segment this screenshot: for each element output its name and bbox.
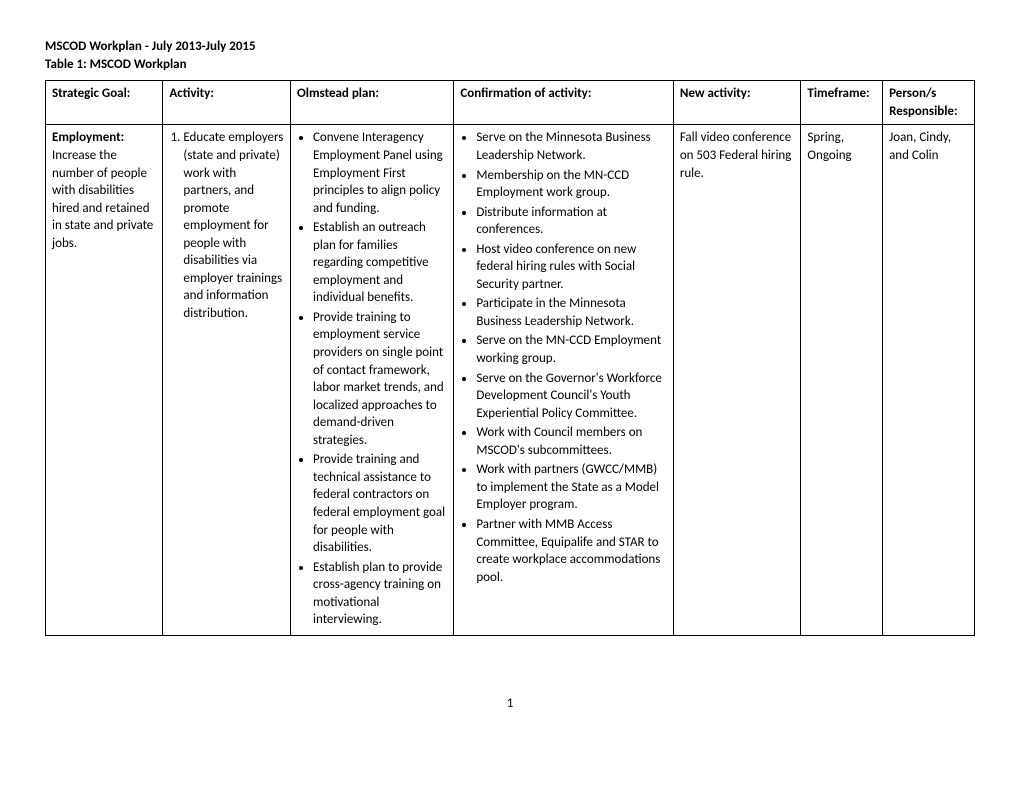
list-item: Host video conference on new federal hir… <box>476 241 666 294</box>
list-item: Establish plan to provide cross-agency t… <box>313 559 447 629</box>
title-line-1: MSCOD Workplan - July 2013-July 2015 <box>45 38 975 56</box>
table-row: Employment: Increase the number of peopl… <box>46 125 975 635</box>
activity-item: Educate employers (state and private) wo… <box>183 129 284 322</box>
list-item: Serve on the MN-CCD Employment working g… <box>476 332 666 367</box>
header-olmstead: Olmstead plan: <box>291 81 454 125</box>
table-header-row: Strategic Goal: Activity: Olmstead plan:… <box>46 81 975 125</box>
list-item: Provide training to employment service p… <box>313 309 447 449</box>
list-item: Membership on the MN-CCD Employment work… <box>476 167 666 202</box>
goal-label: Employment: <box>52 130 124 145</box>
list-item: Serve on the Governor's Workforce Develo… <box>476 370 666 423</box>
header-responsible: Person/s Responsible: <box>883 81 975 125</box>
confirmation-list: Serve on the Minnesota Business Leadersh… <box>460 129 666 586</box>
header-strategic-goal: Strategic Goal: <box>46 81 163 125</box>
list-item: Serve on the Minnesota Business Leadersh… <box>476 129 666 164</box>
list-item: Partner with MMB Access Committee, Equip… <box>476 516 666 586</box>
cell-olmstead: Convene Interagency Employment Panel usi… <box>291 125 454 635</box>
header-confirmation: Confirmation of activity: <box>454 81 673 125</box>
cell-responsible: Joan, Cindy, and Colin <box>883 125 975 635</box>
olmstead-list: Convene Interagency Employment Panel usi… <box>297 129 447 628</box>
document-title: MSCOD Workplan - July 2013-July 2015 Tab… <box>45 38 975 74</box>
page-number: 1 <box>45 696 975 711</box>
cell-strategic-goal: Employment: Increase the number of peopl… <box>46 125 163 635</box>
goal-text: Increase the number of people with disab… <box>52 148 153 251</box>
cell-confirmation: Serve on the Minnesota Business Leadersh… <box>454 125 673 635</box>
activity-list: Educate employers (state and private) wo… <box>169 129 284 322</box>
title-line-2: Table 1: MSCOD Workplan <box>45 56 975 74</box>
list-item: Distribute information at conferences. <box>476 204 666 239</box>
list-item: Work with partners (GWCC/MMB) to impleme… <box>476 461 666 514</box>
header-activity: Activity: <box>163 81 291 125</box>
header-new-activity: New activity: <box>673 81 801 125</box>
cell-new-activity: Fall video conference on 503 Federal hir… <box>673 125 801 635</box>
list-item: Participate in the Minnesota Business Le… <box>476 295 666 330</box>
cell-timeframe: Spring, Ongoing <box>801 125 883 635</box>
list-item: Provide training and technical assistanc… <box>313 451 447 556</box>
list-item: Convene Interagency Employment Panel usi… <box>313 129 447 217</box>
cell-activity: Educate employers (state and private) wo… <box>163 125 291 635</box>
list-item: Establish an outreach plan for families … <box>313 219 447 307</box>
workplan-table: Strategic Goal: Activity: Olmstead plan:… <box>45 80 975 635</box>
header-timeframe: Timeframe: <box>801 81 883 125</box>
list-item: Work with Council members on MSCOD's sub… <box>476 424 666 459</box>
